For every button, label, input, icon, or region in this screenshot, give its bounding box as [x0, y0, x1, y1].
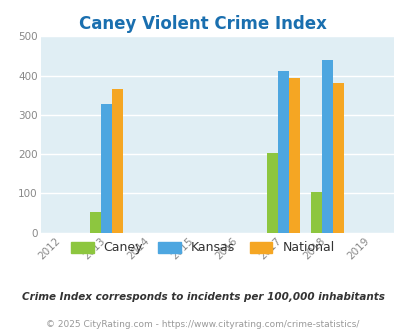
- Bar: [310, 192, 321, 233]
- Bar: [288, 78, 299, 233]
- Text: © 2025 CityRating.com - https://www.cityrating.com/crime-statistics/: © 2025 CityRating.com - https://www.city…: [46, 320, 359, 329]
- Bar: [90, 212, 101, 233]
- Bar: [332, 83, 343, 233]
- Bar: [266, 153, 277, 233]
- Bar: [112, 89, 123, 233]
- Legend: Caney, Kansas, National: Caney, Kansas, National: [66, 236, 339, 259]
- Text: Caney Violent Crime Index: Caney Violent Crime Index: [79, 15, 326, 33]
- Bar: [277, 71, 288, 233]
- Bar: [321, 60, 332, 233]
- Text: Crime Index corresponds to incidents per 100,000 inhabitants: Crime Index corresponds to incidents per…: [21, 292, 384, 302]
- Bar: [101, 104, 112, 233]
